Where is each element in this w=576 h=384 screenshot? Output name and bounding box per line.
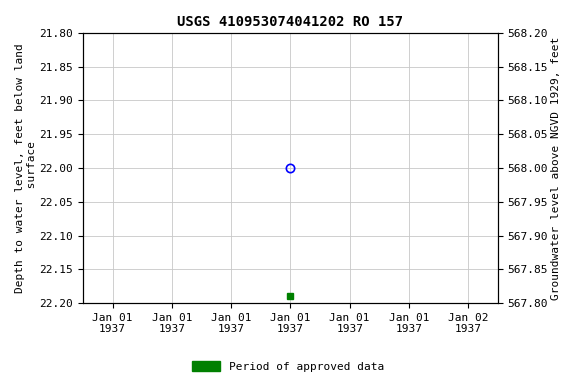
Title: USGS 410953074041202 RO 157: USGS 410953074041202 RO 157	[177, 15, 403, 29]
Y-axis label: Depth to water level, feet below land
 surface: Depth to water level, feet below land su…	[15, 43, 37, 293]
Y-axis label: Groundwater level above NGVD 1929, feet: Groundwater level above NGVD 1929, feet	[551, 36, 561, 300]
Legend: Period of approved data: Period of approved data	[188, 357, 388, 377]
